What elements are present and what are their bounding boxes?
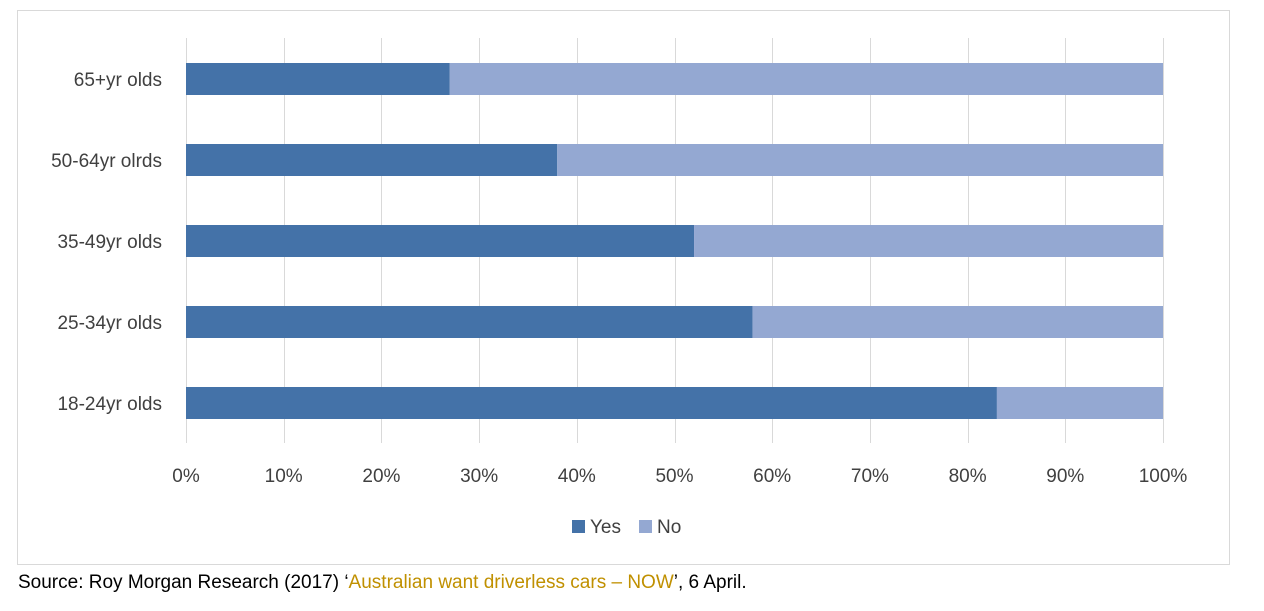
source-prefix: Source: Roy Morgan Research (2017) ‘ xyxy=(18,572,349,593)
bar-yes xyxy=(186,144,558,176)
x-tick-label: 100% xyxy=(1139,466,1188,487)
x-tick-label: 0% xyxy=(172,466,200,487)
legend: Yes No xyxy=(572,517,681,538)
category-labels: 65+yr olds 50-64yr olrds 35-49yr olds 25-34… xyxy=(51,70,162,415)
x-tick-label: 70% xyxy=(851,466,889,487)
x-tick-label: 80% xyxy=(949,466,987,487)
source-suffix: ’, 6 April. xyxy=(673,572,747,593)
legend-label-no: No xyxy=(657,517,681,538)
bar-yes xyxy=(186,225,695,257)
legend-swatch-yes xyxy=(572,520,585,533)
x-tick-label: 90% xyxy=(1046,466,1084,487)
bar-no xyxy=(996,387,1163,419)
chart-frame xyxy=(17,10,1230,565)
x-tick-label: 30% xyxy=(460,466,498,487)
bar-yes xyxy=(186,63,450,95)
bar-no xyxy=(557,144,1163,176)
x-tick-label: 40% xyxy=(558,466,596,487)
legend-swatch-no xyxy=(639,520,652,533)
category-label: 35-49yr olds xyxy=(57,232,162,253)
bar-no xyxy=(694,225,1163,257)
source-note: Source: Roy Morgan Research (2017) ‘Aust… xyxy=(18,572,747,594)
bar-yes xyxy=(186,387,997,419)
bar-no xyxy=(449,63,1163,95)
legend-label-yes: Yes xyxy=(590,517,621,538)
source-link[interactable]: Australian want driverless cars – NOW xyxy=(348,572,674,593)
category-label: 18-24yr olds xyxy=(57,394,162,415)
stacked-bar-chart: 65+yr olds 50-64yr olrds 35-49yr olds 25-34… xyxy=(51,38,1187,538)
bar-no xyxy=(752,306,1163,338)
x-tick-label: 20% xyxy=(362,466,400,487)
x-tick-label: 50% xyxy=(655,466,693,487)
category-label: 25-34yr olds xyxy=(57,313,162,334)
x-tick-label: 10% xyxy=(265,466,303,487)
category-label: 50-64yr olrds xyxy=(51,151,162,172)
bar-yes xyxy=(186,306,753,338)
x-tick-label: 60% xyxy=(753,466,791,487)
category-label: 65+yr olds xyxy=(74,70,162,91)
tick-labels: 0% 10% 20% 30% 40% 50% 60% 70% 80% 90% 100% xyxy=(172,466,1187,487)
bars xyxy=(186,63,1163,419)
